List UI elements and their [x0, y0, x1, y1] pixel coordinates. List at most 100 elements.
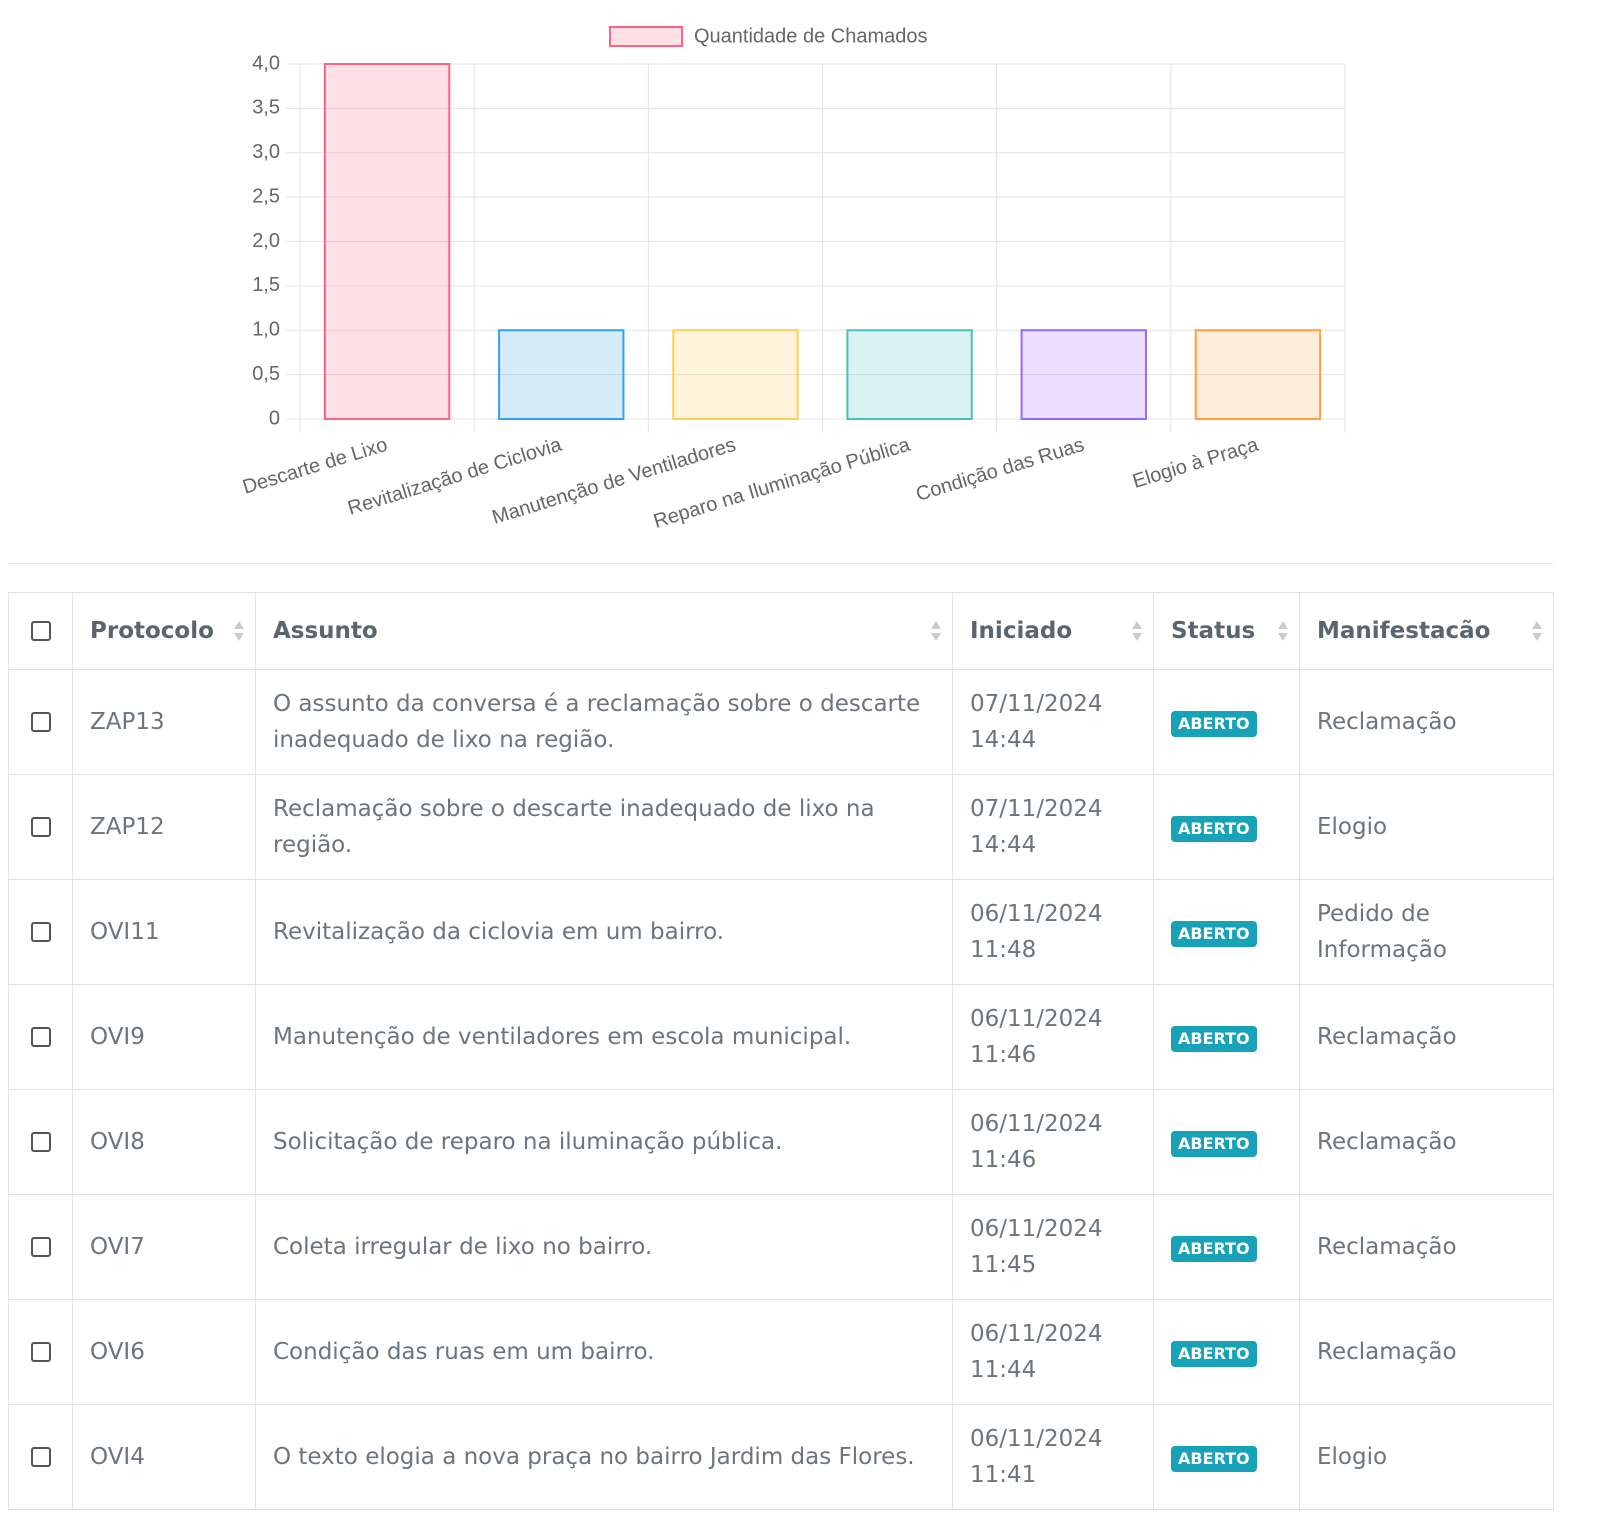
cell: OVI4 [72, 1404, 256, 1510]
checkbox-cell [8, 592, 73, 670]
protocol: OVI4 [90, 1444, 145, 1470]
started: 06/11/2024 11:41 [970, 1426, 1103, 1488]
cell: 06/11/2024 11:41 [952, 1404, 1154, 1510]
status-badge: ABERTO [1171, 1341, 1257, 1367]
started: 06/11/2024 11:46 [970, 1006, 1103, 1068]
manifestation: Reclamação [1317, 1339, 1457, 1365]
checkbox[interactable] [30, 621, 51, 641]
y-tick-label: 0 [269, 407, 280, 429]
status-badge: ABERTO [1171, 816, 1257, 842]
header-row: Protocolo Assunto Iniciado Status Manifestac… [8, 592, 1554, 670]
column-header[interactable]: Assunto [255, 592, 953, 670]
started: 07/11/2024 14:44 [970, 691, 1103, 753]
checkbox[interactable] [30, 1027, 51, 1047]
cell: ABERTO [1153, 669, 1300, 775]
table-row: OVI9 Manutenção de ventiladores em escola… [8, 984, 1554, 1090]
cell: Reclamação sobre o descarte inadequado d… [255, 774, 953, 880]
bar [498, 329, 625, 420]
column-header[interactable]: Manifestacão [1299, 592, 1554, 670]
cell: O texto elogia a nova praça no bairro Ja… [255, 1404, 953, 1510]
cell: O assunto da conversa é a reclamação sob… [255, 669, 953, 775]
checkbox[interactable] [30, 1447, 51, 1467]
cell: Solicitação de reparo na iluminação públ… [255, 1089, 953, 1195]
status-badge: ABERTO [1171, 1026, 1257, 1052]
cell: Reclamação [1299, 669, 1554, 775]
checkbox-cell [8, 984, 73, 1090]
manifestation: Pedido de Informação [1317, 901, 1447, 963]
table-row: OVI11 Revitalização da ciclovia em um bai… [8, 879, 1554, 985]
cell: 06/11/2024 11:46 [952, 984, 1154, 1090]
cell: Reclamação [1299, 1194, 1554, 1300]
y-tick-label: 2,0 [252, 230, 280, 252]
legend-label: Quantidade de Chamados [694, 25, 928, 47]
cell: Reclamação [1299, 1089, 1554, 1195]
manifestation: Reclamação [1317, 709, 1457, 735]
cell: Coleta irregular de lixo no bairro. [255, 1194, 953, 1300]
cell: ABERTO [1153, 1089, 1300, 1195]
cell: Elogio [1299, 1404, 1554, 1510]
cell: 06/11/2024 11:44 [952, 1299, 1154, 1405]
subject: Reclamação sobre o descarte inadequado d… [273, 796, 875, 858]
started: 06/11/2024 11:45 [970, 1216, 1103, 1278]
x-tick-label: Condição das Ruas [913, 434, 1086, 506]
bar [846, 329, 973, 420]
sort-icon[interactable] [1277, 619, 1289, 643]
cell: ABERTO [1153, 984, 1300, 1090]
started: 06/11/2024 11:48 [970, 901, 1103, 963]
cell: Elogio [1299, 774, 1554, 880]
sort-icon[interactable] [233, 619, 245, 643]
checkbox[interactable] [30, 1237, 51, 1257]
cell: ABERTO [1153, 1299, 1300, 1405]
divider [8, 563, 1553, 564]
bar [323, 63, 451, 420]
status-badge: ABERTO [1171, 921, 1257, 947]
column-header[interactable]: Protocolo [72, 592, 256, 670]
subject: Revitalização da ciclovia em um bairro. [273, 919, 725, 945]
table-row: OVI7 Coleta irregular de lixo no bairro. 0… [8, 1194, 1554, 1300]
checkbox-cell [8, 1299, 73, 1405]
checkbox-cell [8, 669, 73, 775]
legend-swatch [609, 26, 683, 47]
cell: ABERTO [1153, 879, 1300, 985]
checkbox-cell [8, 774, 73, 880]
checkbox[interactable] [30, 817, 51, 837]
y-tick-label: 4,0 [252, 52, 280, 74]
protocol: OVI9 [90, 1024, 145, 1050]
manifestation: Reclamação [1317, 1234, 1457, 1260]
cell: Revitalização da ciclovia em um bairro. [255, 879, 953, 985]
cell: OVI7 [72, 1194, 256, 1300]
checkbox[interactable] [30, 712, 51, 732]
header-label: Status [1171, 618, 1256, 644]
cell: OVI8 [72, 1089, 256, 1195]
protocol: OVI8 [90, 1129, 145, 1155]
header-label: Protocolo [90, 618, 214, 644]
protocol: ZAP13 [90, 709, 165, 735]
header-label: Manifestacão [1317, 618, 1491, 644]
cell: Manutenção de ventiladores em escola mun… [255, 984, 953, 1090]
header-label: Assunto [273, 618, 378, 644]
subject: Manutenção de ventiladores em escola mun… [273, 1024, 852, 1050]
sort-icon[interactable] [1531, 619, 1543, 643]
protocol: ZAP12 [90, 814, 165, 840]
column-header[interactable]: Iniciado [952, 592, 1154, 670]
status-badge: ABERTO [1171, 1446, 1257, 1472]
cell: Pedido de Informação [1299, 879, 1554, 985]
y-tick-label: 3,5 [252, 97, 280, 119]
table-row: ZAP12 Reclamação sobre o descarte inadequ… [8, 774, 1554, 880]
checkbox[interactable] [30, 1132, 51, 1152]
checkbox-cell [8, 1194, 73, 1300]
header-label: Iniciado [970, 618, 1073, 644]
sort-icon[interactable] [1131, 619, 1143, 643]
cell: OVI6 [72, 1299, 256, 1405]
checkbox[interactable] [30, 922, 51, 942]
cell: 06/11/2024 11:48 [952, 879, 1154, 985]
status-badge: ABERTO [1171, 1236, 1257, 1262]
cell: 06/11/2024 11:46 [952, 1089, 1154, 1195]
column-header[interactable]: Status [1153, 592, 1300, 670]
sort-icon[interactable] [930, 619, 942, 643]
cell: 07/11/2024 14:44 [952, 669, 1154, 775]
manifestation: Reclamação [1317, 1024, 1457, 1050]
cell: ABERTO [1153, 774, 1300, 880]
cell: OVI9 [72, 984, 256, 1090]
checkbox[interactable] [30, 1342, 51, 1362]
